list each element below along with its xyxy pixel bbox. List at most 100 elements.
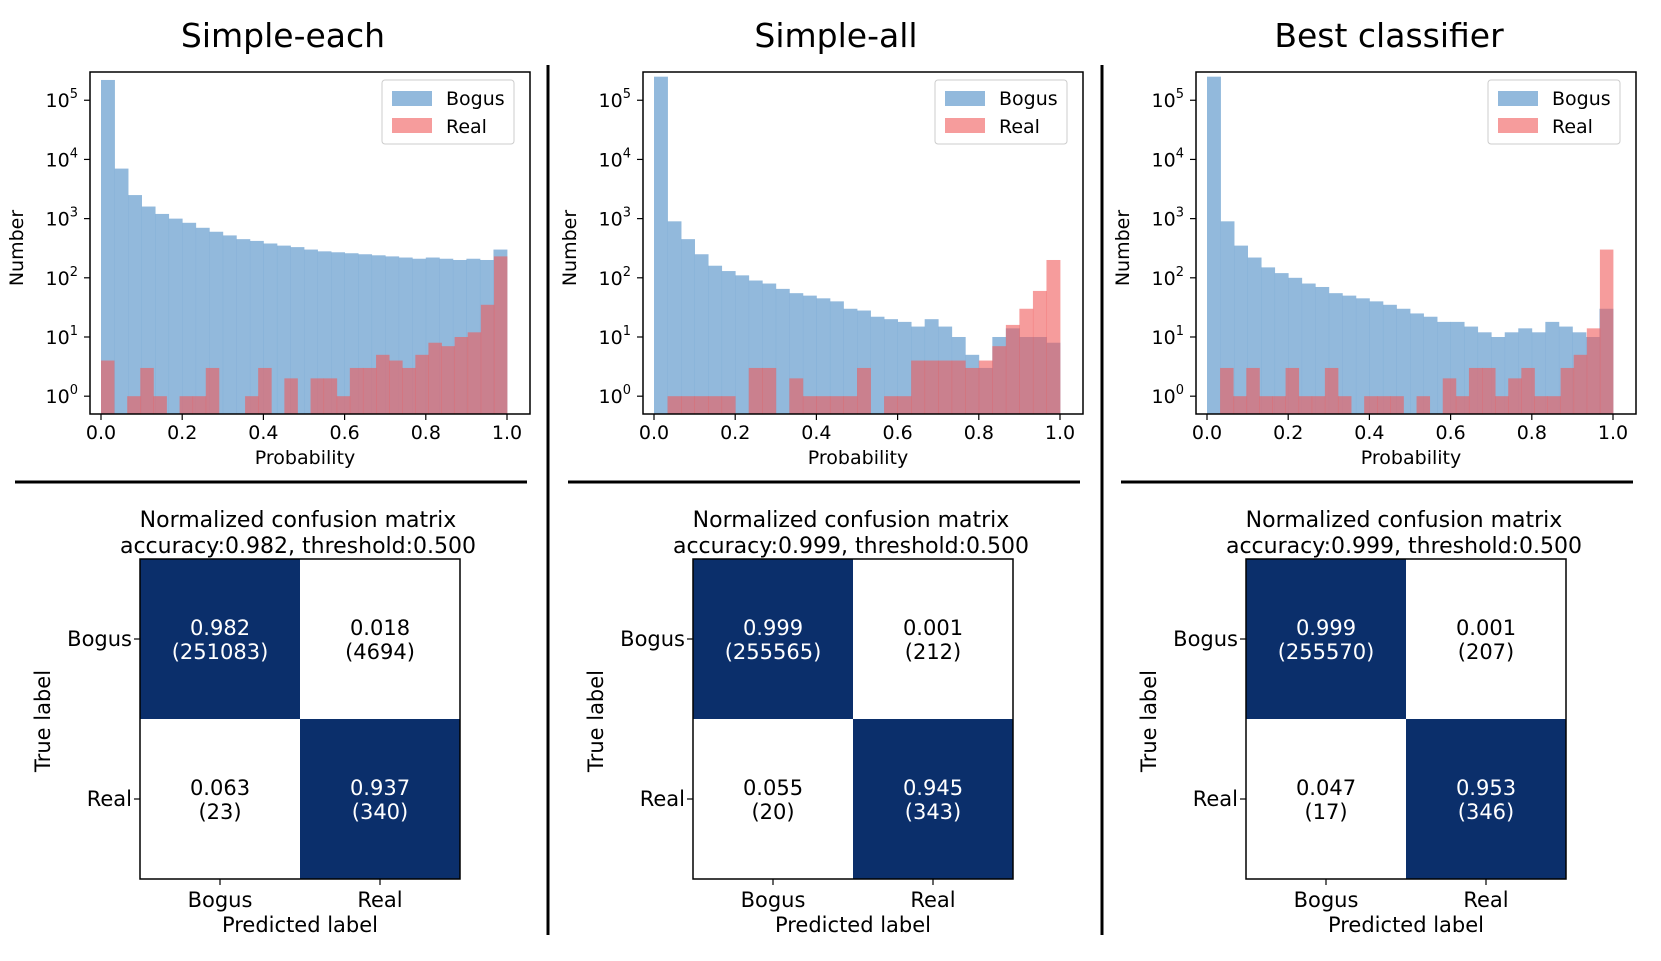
histogram-bar-bogus <box>667 221 682 414</box>
histogram-bar-bogus <box>195 227 210 414</box>
matrix-cell-count: (340) <box>352 800 408 824</box>
matrix-cell <box>1406 559 1566 719</box>
y-tick-base: 10 <box>599 386 623 408</box>
matrix-x-label: Predicted label <box>1328 913 1484 937</box>
histogram-bar-bogus <box>1382 304 1397 414</box>
histogram-bar-bogus <box>236 239 251 414</box>
y-tick-label: 104 <box>46 146 78 171</box>
y-tick-base: 10 <box>1152 209 1176 231</box>
histogram-bar-real <box>402 367 416 414</box>
legend-swatch-bogus <box>1498 91 1538 106</box>
histogram-bar-real <box>192 396 207 414</box>
matrix-x-label: Predicted label <box>222 913 378 937</box>
histogram-bar-real <box>1233 396 1247 414</box>
y-tick-label: 105 <box>46 87 78 112</box>
legend-label-bogus: Bogus <box>999 88 1058 110</box>
y-tick-exponent: 0 <box>623 383 631 398</box>
panel-title: Simple-each <box>181 16 385 55</box>
histogram-bar-bogus <box>276 245 291 414</box>
histogram-bar-real <box>179 396 194 414</box>
matrix-col-label: Bogus <box>741 888 806 912</box>
y-tick-base: 10 <box>1152 386 1176 408</box>
histogram-bar-real <box>1377 396 1391 414</box>
histogram-bar-bogus <box>304 249 318 414</box>
histogram-bar-real <box>284 378 298 414</box>
y-tick-label: 104 <box>599 146 631 171</box>
y-tick-base: 10 <box>46 386 70 408</box>
matrix-cell <box>693 559 853 719</box>
histogram-bar-real <box>127 396 141 414</box>
matrix-cell-count: (207) <box>1458 640 1514 664</box>
histogram-bar-bogus <box>1410 313 1424 414</box>
legend-swatch-real <box>1498 118 1538 133</box>
matrix-cell <box>1246 559 1406 719</box>
histogram-bar-bogus <box>816 298 831 414</box>
histogram-bar-real <box>1272 396 1286 414</box>
matrix-cell-value: 0.001 <box>1456 616 1516 640</box>
confusion-matrix: Normalized confusion matrixaccuracy:0.99… <box>1137 508 1582 937</box>
histogram-bar-real <box>245 396 259 414</box>
histogram-bar-real <box>924 360 939 414</box>
histogram-bar-bogus <box>290 247 305 414</box>
y-tick-label: 104 <box>1152 146 1184 171</box>
histogram-bar-real <box>1298 396 1313 414</box>
histogram-bar-bogus <box>1423 316 1438 414</box>
matrix-cell-count: (255570) <box>1278 640 1375 664</box>
histogram-bar-bogus <box>870 316 885 414</box>
histogram: 0.0 0.2 0.4 0.6 0.8 1.0100101102103104105Prob… <box>1112 71 1637 469</box>
matrix-cell <box>140 719 300 879</box>
matrix-col-label: Real <box>1463 888 1508 912</box>
histogram-bar-real <box>1285 367 1300 414</box>
x-axis-label: Probability <box>255 447 355 469</box>
y-tick-exponent: 2 <box>70 265 78 280</box>
histogram-bar-real <box>978 360 993 414</box>
y-tick-label: 103 <box>1152 206 1184 231</box>
matrix-cell-count: (17) <box>1304 800 1347 824</box>
x-tick-label: 0.6 <box>1435 422 1465 444</box>
x-axis-label: Probability <box>808 447 908 469</box>
matrix-cell <box>693 719 853 879</box>
histogram-bar-real <box>694 396 709 414</box>
histogram-bar-bogus <box>1531 332 1546 414</box>
histogram-bar-real <box>857 367 871 414</box>
y-tick-exponent: 1 <box>70 324 78 339</box>
histogram-bar-real <box>336 396 351 414</box>
histogram-bar-real <box>493 256 508 414</box>
matrix-subtitle: accuracy:0.982, threshold:0.500 <box>120 534 476 559</box>
histogram-bar-bogus <box>168 218 183 414</box>
histogram-bar-real <box>258 367 272 414</box>
matrix-cell-value: 0.018 <box>350 616 410 640</box>
histogram-bar-real <box>911 360 926 414</box>
histogram-bar-real <box>1390 396 1404 414</box>
histogram-bar-bogus <box>1234 245 1248 414</box>
matrix-cell-count: (251083) <box>172 640 269 664</box>
y-axis-label: Number <box>559 210 581 287</box>
histogram-bar-real <box>1573 354 1588 414</box>
histogram-bar-real <box>480 304 495 414</box>
matrix-cell-count: (20) <box>751 800 794 824</box>
histogram-bar-real <box>1005 324 1020 414</box>
histogram-bar-real <box>1046 259 1061 414</box>
histogram-bar-real <box>1311 396 1326 414</box>
y-tick-label: 101 <box>46 324 78 349</box>
histogram-bar-bogus <box>101 79 115 415</box>
histogram-bar-bogus <box>1220 221 1235 414</box>
matrix-cell <box>853 559 1013 719</box>
matrix-cell-count: (212) <box>905 640 961 664</box>
y-tick-label: 102 <box>599 265 631 290</box>
matrix-frame <box>139 558 461 880</box>
matrix-subtitle: accuracy:0.999, threshold:0.500 <box>1226 534 1582 559</box>
y-tick-base: 10 <box>1152 149 1176 171</box>
histogram-bar-real <box>428 342 442 414</box>
histogram-bar-bogus <box>317 251 332 414</box>
y-tick-base: 10 <box>599 149 623 171</box>
histogram-bar-real <box>1416 396 1431 414</box>
y-tick-exponent: 4 <box>1176 146 1184 161</box>
histogram-bar-real <box>1259 396 1273 414</box>
x-tick-label: 0.2 <box>1273 422 1303 444</box>
histogram-bar-bogus <box>1355 298 1370 414</box>
matrix-title: Normalized confusion matrix <box>140 508 457 533</box>
histogram-bar-real <box>1324 367 1339 414</box>
